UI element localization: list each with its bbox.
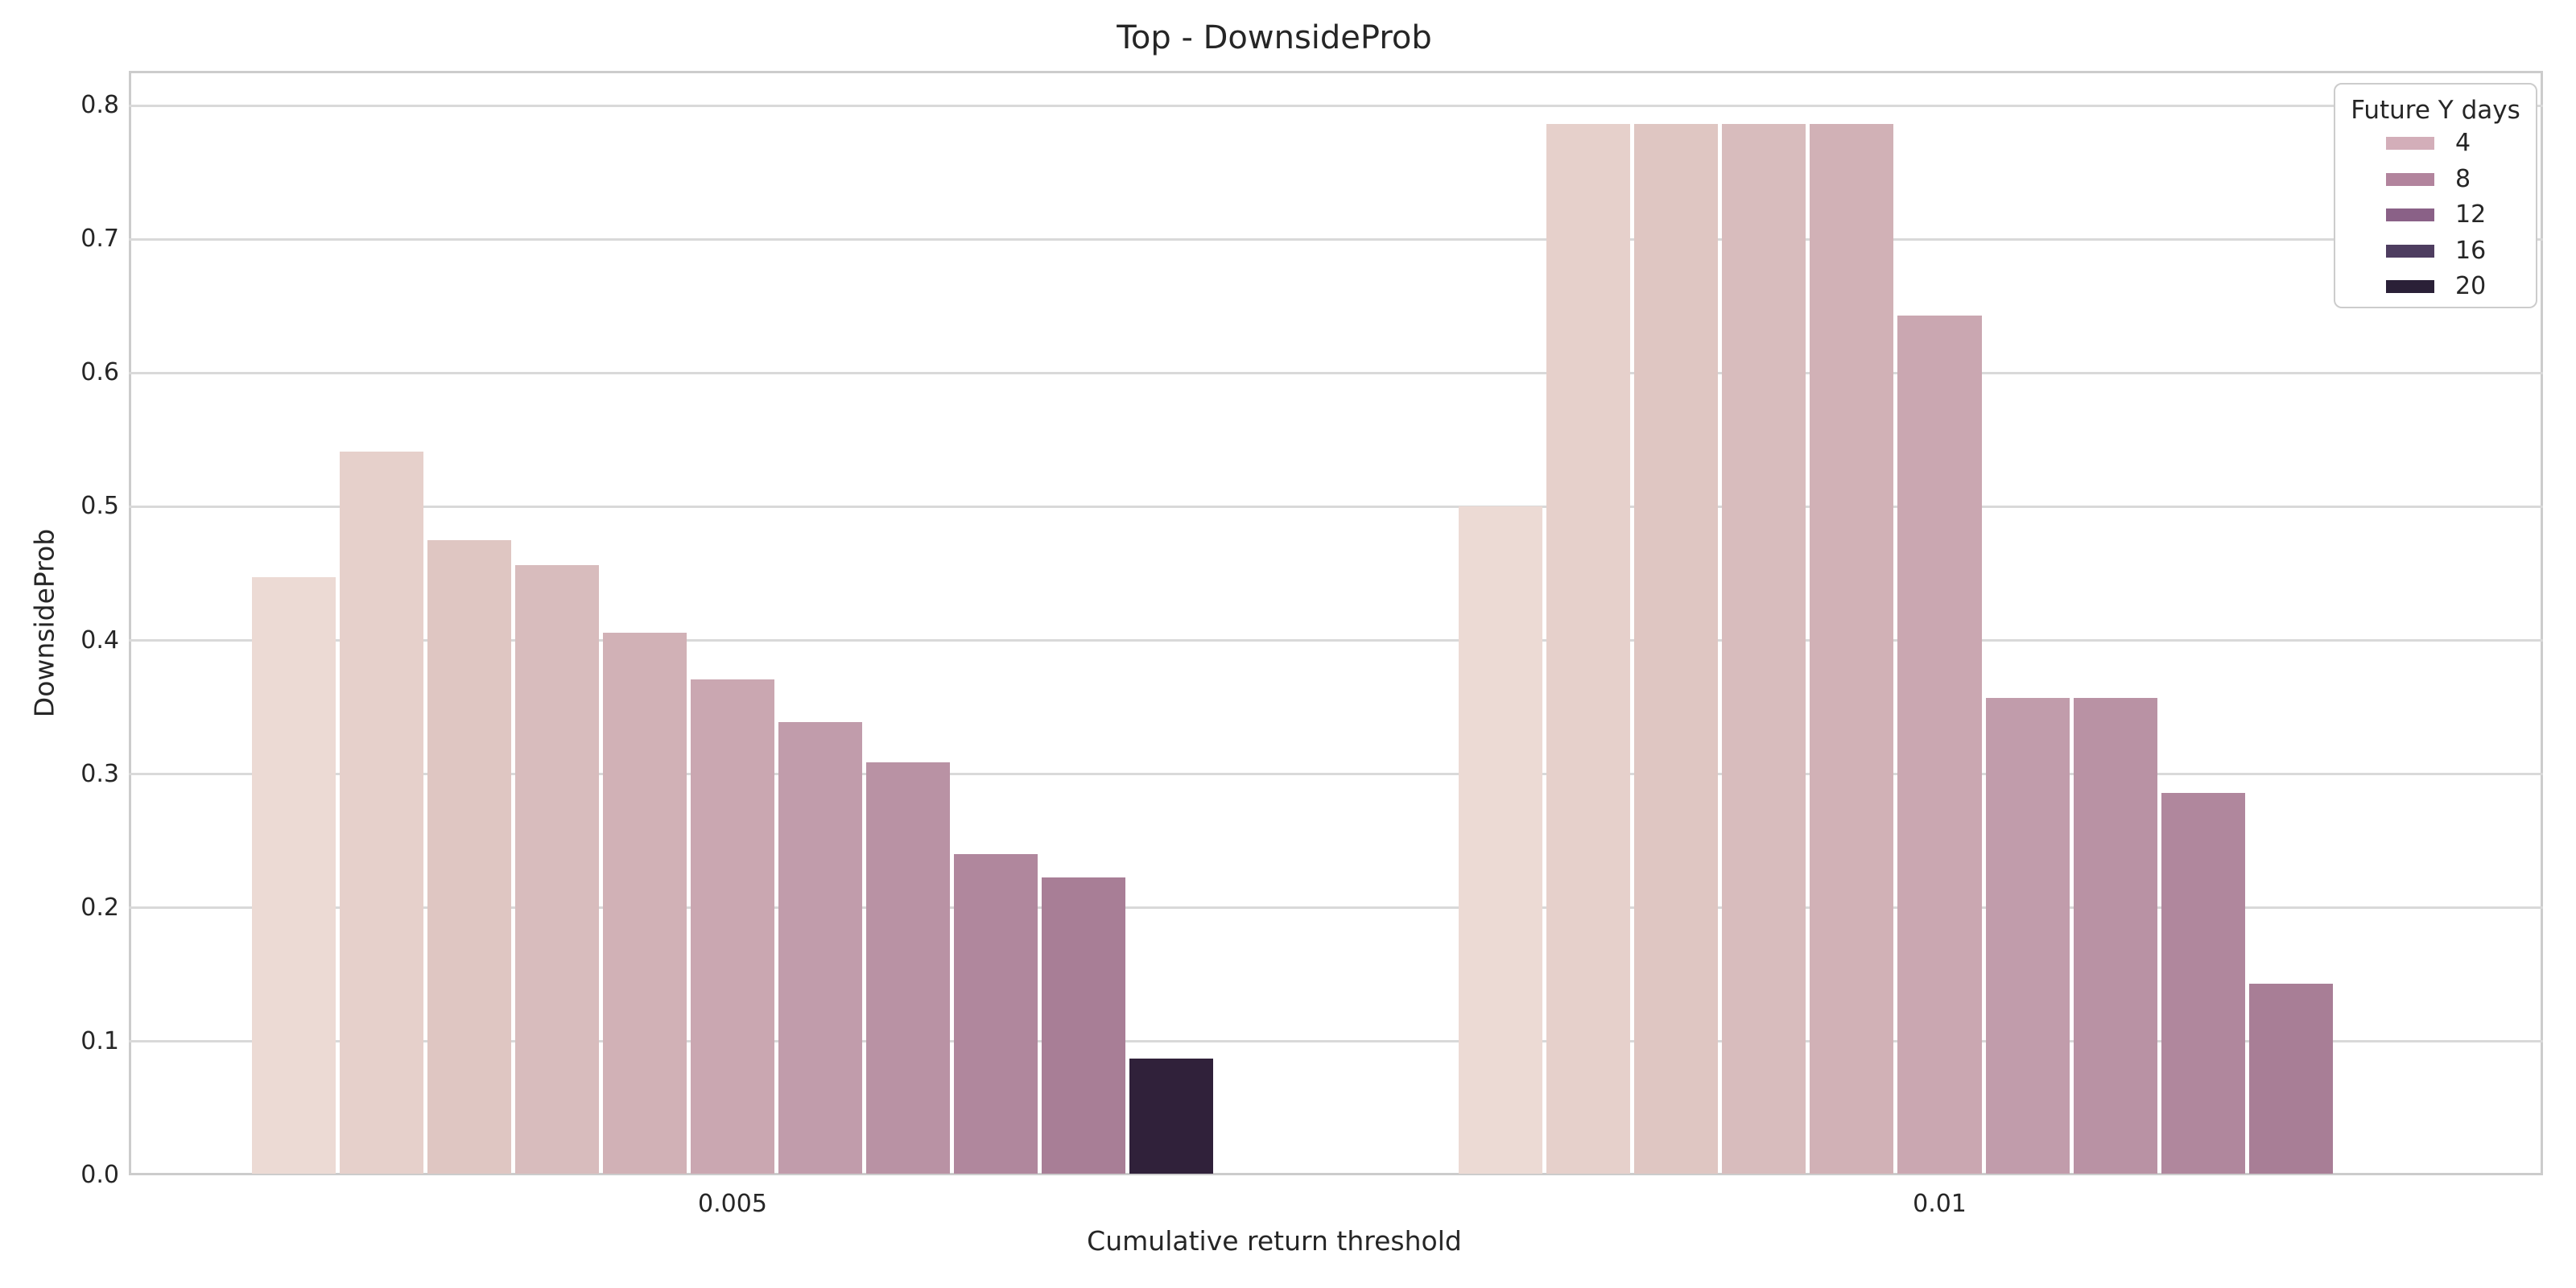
gridline [129,773,2543,776]
legend-label: 12 [2455,200,2487,229]
bar [602,632,687,1174]
y-axis-label: DownsideProb [28,528,60,718]
bar [1810,124,1894,1174]
legend-label: 20 [2455,272,2487,300]
bar [1722,124,1806,1174]
legend-swatch [2386,280,2434,293]
chart-title: Top - DownsideProb [1117,19,1432,56]
y-tick-label: 0.3 [80,759,119,788]
legend-swatch [2386,244,2434,258]
gridline [129,639,2543,642]
x-tick-label: 0.01 [1913,1190,1967,1218]
bar [2161,792,2245,1174]
bar [1897,315,1982,1174]
y-tick-label: 0.0 [80,1161,119,1189]
gridline [129,237,2543,241]
y-tick-label: 0.4 [80,625,119,654]
y-tick-label: 0.2 [80,893,119,922]
y-tick-label: 0.8 [80,91,119,119]
bar [1546,124,1631,1174]
bar [690,679,775,1174]
legend-swatch [2386,137,2434,150]
legend-label: 4 [2455,129,2471,157]
bar [866,762,951,1174]
bar [2073,697,2157,1174]
gridline [129,906,2543,910]
y-tick-label: 0.6 [80,358,119,387]
legend-swatch [2386,208,2434,221]
legend-title: Future Y days [2351,96,2520,125]
gridline [129,505,2543,508]
bar [2248,984,2333,1174]
x-tick-label: 0.005 [698,1190,767,1218]
legend-swatch [2386,172,2434,186]
bar [1042,877,1126,1174]
bar [1985,697,2070,1174]
bar [514,565,599,1174]
bar [1459,506,1543,1174]
bar [1129,1059,1214,1174]
bar [251,577,336,1174]
legend-label: 8 [2455,164,2471,193]
bar [778,721,863,1174]
x-axis-label: Cumulative return threshold [1087,1225,1462,1257]
y-tick-label: 0.5 [80,492,119,521]
y-tick-label: 0.1 [80,1026,119,1055]
gridline [129,1040,2543,1043]
legend-label: 16 [2455,236,2487,265]
gridline [129,104,2543,107]
gridline [129,371,2543,374]
bar [954,854,1038,1174]
legend: Future Y days 4 8 12 16 20 [2334,83,2537,308]
bar [427,539,511,1174]
y-tick-label: 0.7 [80,225,119,254]
bar [339,452,423,1174]
bar [1634,124,1719,1174]
